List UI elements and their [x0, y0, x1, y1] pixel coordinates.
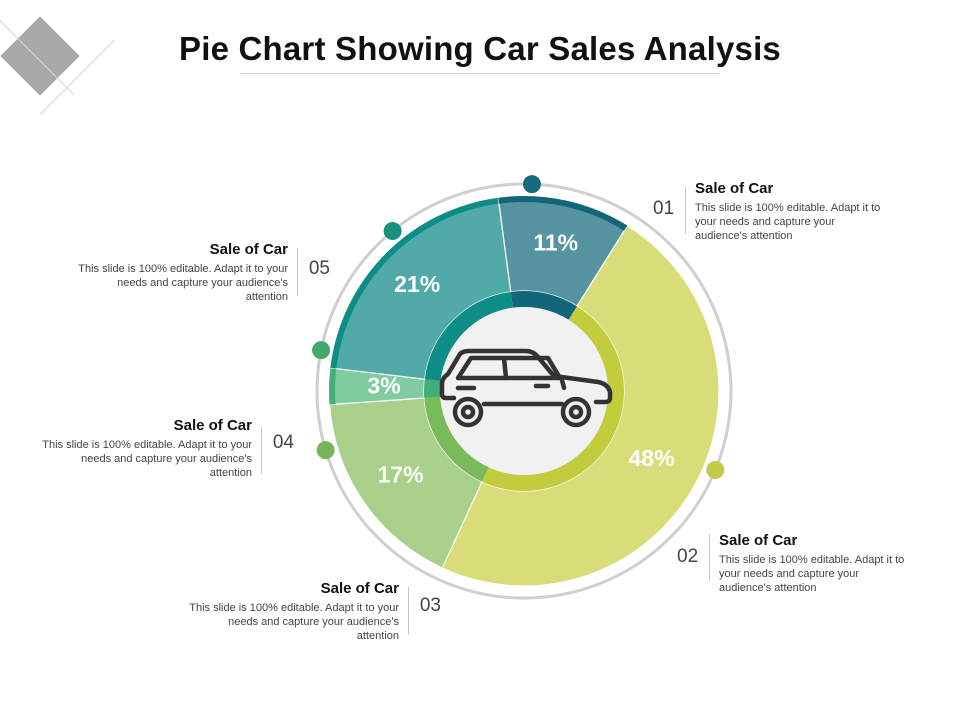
callout-number: 01	[653, 198, 675, 219]
slice-label-03: 3%	[367, 373, 400, 399]
callout-number: 03	[419, 595, 441, 616]
marker-dot-03	[312, 341, 331, 360]
callout-description: This slide is 100% editable. Adapt it to…	[719, 554, 905, 594]
callout-divider	[709, 534, 710, 582]
callout-divider	[297, 248, 298, 296]
callout-divider	[685, 186, 686, 234]
slice-label-02: 17%	[378, 461, 424, 487]
title-divider	[240, 73, 720, 74]
outer-band-03	[329, 367, 337, 405]
outer-band-05	[498, 196, 628, 231]
center-disc	[440, 307, 608, 475]
page-title: Pie Chart Showing Car Sales Analysis	[178, 30, 781, 67]
callout-description: This slide is 100% editable. Adapt it to…	[42, 439, 252, 479]
callout-heading: Sale of Car	[173, 417, 252, 434]
slice-label-04: 21%	[394, 271, 440, 297]
callout-divider	[408, 587, 409, 635]
inner-arc-03	[424, 379, 441, 398]
callout-number: 05	[308, 258, 330, 279]
inner-arc-05	[510, 291, 577, 320]
slice-label-01: 48%	[629, 445, 675, 471]
inner-arc-04	[424, 291, 513, 382]
callout-number: 02	[677, 546, 699, 567]
slice-label-05: 11%	[533, 229, 578, 255]
outer-band-04	[330, 197, 500, 369]
inner-arc-02	[424, 396, 489, 482]
inner-arc-01	[482, 306, 625, 491]
callout-description: This slide is 100% editable. Adapt it to…	[189, 602, 399, 642]
callout-description: This slide is 100% editable. Adapt it to…	[78, 263, 288, 303]
marker-dot-01	[706, 460, 725, 479]
callout-divider	[261, 426, 262, 474]
callout-description: This slide is 100% editable. Adapt it to…	[695, 202, 881, 242]
marker-dot-05	[522, 175, 541, 194]
callout-heading: Sale of Car	[695, 180, 774, 197]
marker-dot-04	[383, 222, 402, 241]
callout-heading: Sale of Car	[320, 580, 399, 597]
marker-dot-02	[316, 441, 335, 460]
callout-heading: Sale of Car	[209, 241, 288, 258]
callout-number: 04	[272, 432, 294, 453]
car-icon	[439, 348, 613, 428]
callout-heading: Sale of Car	[719, 532, 798, 549]
